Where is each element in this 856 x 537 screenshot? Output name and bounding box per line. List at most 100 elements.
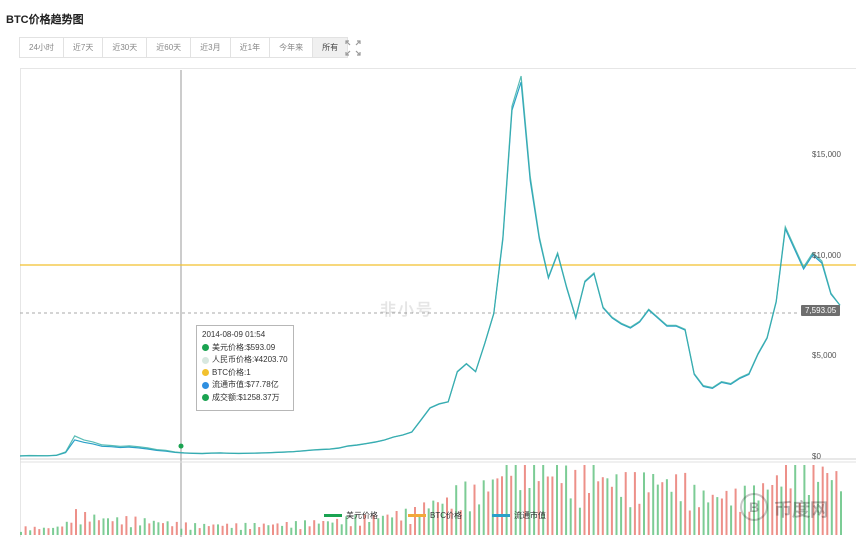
volume-bar — [239, 529, 242, 535]
volume-bar — [588, 493, 590, 535]
volume-bar — [194, 523, 197, 535]
volume-bar — [436, 502, 439, 535]
volume-bar — [794, 465, 797, 535]
corner-watermark-text: 币度网 — [774, 500, 828, 520]
volume-bar — [152, 520, 155, 535]
legend-item-market-cap[interactable]: 流通市值 — [492, 510, 546, 521]
legend-item-usd[interactable]: 美元价格 — [324, 510, 378, 521]
volume-bar — [812, 465, 815, 535]
volume-bar — [766, 489, 769, 535]
corner-watermark-logo: B 币度网 — [740, 491, 850, 531]
volume-bar — [20, 531, 22, 535]
volume-bar — [79, 524, 82, 535]
volume-bar — [606, 478, 609, 535]
series-dot-icon — [202, 381, 209, 389]
tooltip-row: 人民币价格:¥4203.70 — [202, 354, 288, 367]
watermark-text: 非小号 — [380, 302, 435, 319]
volume-bar — [565, 465, 568, 535]
volume-bar — [720, 498, 723, 535]
volume-bar — [395, 511, 398, 535]
chart-title: BTC价格趋势图 — [6, 14, 84, 26]
volume-bar — [551, 476, 554, 535]
volume-bar — [807, 495, 810, 535]
volume-bar — [184, 522, 187, 535]
volume-bar — [505, 465, 508, 535]
volume-bar — [331, 522, 334, 535]
volume-bar — [583, 465, 586, 535]
volume-bar — [88, 521, 91, 535]
volume-bar — [29, 530, 32, 535]
cursor-point-marker — [178, 443, 184, 449]
volume-bar — [217, 524, 219, 535]
volume-bar — [285, 522, 288, 535]
y-tick-label: $15,000 — [812, 150, 841, 160]
volume-bar — [336, 518, 339, 535]
volume-bar — [129, 527, 132, 535]
y-tick-label: $5,000 — [812, 351, 837, 361]
volume-bar — [221, 525, 224, 535]
volume-bar — [578, 507, 581, 535]
fullscreen-icon[interactable] — [344, 39, 362, 57]
volume-bar — [97, 520, 100, 535]
tab-3m[interactable]: 近3月 — [190, 37, 231, 58]
volume-bar — [734, 488, 737, 535]
volume-bar — [707, 502, 710, 535]
volume-bar — [693, 484, 696, 535]
volume-bar — [665, 479, 668, 535]
tab-24h[interactable]: 24小时 — [19, 37, 64, 58]
volume-bar — [404, 508, 407, 535]
volume-bar — [441, 503, 444, 535]
volume-bar — [340, 524, 343, 535]
volume-bar — [450, 508, 453, 535]
volume-bar — [569, 498, 572, 535]
volume-bar — [638, 503, 641, 535]
volume-bar — [349, 526, 352, 535]
volume-bar — [313, 520, 316, 535]
volume-bar — [771, 485, 774, 535]
volume-bar — [107, 518, 109, 535]
tab-30d[interactable]: 近30天 — [102, 37, 148, 58]
tooltip-cny: 人民币价格:¥4203.70 — [212, 355, 288, 364]
volume-bar — [643, 472, 645, 535]
volume-bar — [198, 528, 201, 535]
volume-bar — [556, 465, 558, 535]
volume-bar — [258, 527, 261, 535]
volume-bar — [748, 511, 751, 535]
tooltip-btc: BTC价格:1 — [212, 367, 251, 377]
volume-bar — [157, 522, 160, 535]
tab-all[interactable]: 所有 — [312, 37, 349, 58]
volume-bar — [207, 526, 210, 535]
volume-bar — [528, 488, 531, 535]
volume-bar — [299, 529, 302, 535]
volume-bar — [510, 475, 513, 535]
time-range-tabs: 24小时 近7天 近30天 近60天 近3月 近1年 今年来 所有 — [19, 37, 349, 58]
tooltip-date: 2014-08-09 01:54 — [202, 330, 266, 339]
tab-7d[interactable]: 近7天 — [62, 37, 104, 58]
volume-bar — [519, 490, 522, 535]
volume-bar — [116, 517, 119, 535]
volume-bar — [414, 507, 416, 535]
legend-label: 流通市值 — [514, 511, 546, 520]
tab-ytd[interactable]: 今年来 — [269, 37, 314, 58]
volume-bar — [166, 521, 169, 535]
volume-bar — [363, 514, 366, 535]
legend-label: BTC价格 — [430, 511, 462, 520]
volume-bar — [253, 523, 256, 535]
volume-bar — [656, 484, 659, 535]
chart-frame — [20, 68, 856, 537]
volume-bar — [730, 505, 733, 535]
volume-bar — [212, 524, 215, 535]
volume-bar — [785, 465, 787, 535]
volume-bar — [688, 510, 691, 535]
legend-swatch-icon — [408, 514, 426, 517]
volume-bar — [134, 516, 137, 535]
volume-bar — [111, 521, 114, 535]
volume-bar — [661, 482, 664, 535]
volume-bar — [143, 518, 146, 535]
volume-bar — [308, 526, 311, 535]
volume-bar — [139, 525, 142, 535]
volume-bar — [171, 526, 174, 535]
volume-bar — [482, 480, 485, 535]
legend-item-btc[interactable]: BTC价格 — [408, 510, 462, 521]
